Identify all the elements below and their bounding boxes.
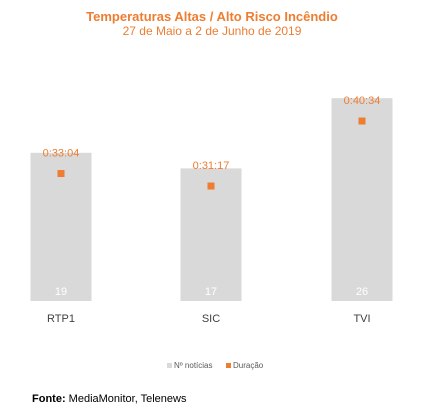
- chart-subtitle: 27 de Maio a 2 de Junho de 2019: [123, 24, 302, 38]
- category-label: SIC: [202, 313, 220, 325]
- duration-label: 0:40:34: [344, 95, 381, 107]
- legend-swatch-duracao: [226, 363, 231, 368]
- legend: Nº notícias Duração: [167, 361, 264, 370]
- category-label: TVI: [353, 313, 370, 325]
- legend-swatch-noticias: [167, 363, 172, 368]
- bar-value-label: 19: [55, 286, 67, 298]
- source-label: Fonte:: [32, 393, 66, 405]
- duration-marker: [57, 170, 65, 178]
- duration-label: 0:31:17: [193, 160, 230, 172]
- legend-label-duracao: Duração: [233, 361, 264, 370]
- bar-value-label: 17: [205, 286, 217, 298]
- chart-title: Temperaturas Altas / Alto Risco Incêndio: [86, 9, 338, 24]
- chart: Temperaturas Altas / Alto Risco Incêndio…: [30, 9, 393, 370]
- bar-tvi: [331, 98, 393, 301]
- duration-marker: [207, 182, 215, 190]
- category-label: RTP1: [47, 313, 75, 325]
- bar-value-label: 26: [356, 286, 368, 298]
- legend-label-noticias: Nº notícias: [174, 361, 213, 370]
- source-text: MediaMonitor, Telenews: [68, 393, 187, 405]
- bar-rtp1: [30, 152, 92, 301]
- plot-area: 19 RTP1 0:33:04 17 SIC 0:31:17 26 TVI 0:40:34: [30, 95, 393, 325]
- bar-sic: [180, 168, 242, 301]
- duration-marker: [358, 117, 366, 125]
- source-note: Fonte: MediaMonitor, Telenews: [32, 393, 186, 405]
- duration-label: 0:33:04: [43, 148, 80, 160]
